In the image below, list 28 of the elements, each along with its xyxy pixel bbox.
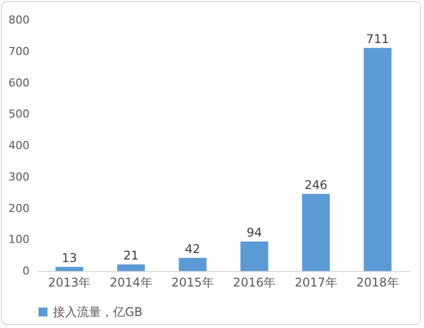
x-tick-label: 2014年 (110, 276, 152, 290)
x-tick-label: 2015年 (171, 276, 214, 290)
x-tick-label: 2018年 (356, 276, 399, 290)
data-label: 94 (246, 226, 262, 240)
bar (302, 194, 330, 271)
y-tick-label: 400 (8, 139, 30, 152)
data-label: 42 (185, 242, 200, 256)
bar (364, 48, 392, 271)
y-tick-label: 0 (22, 264, 30, 278)
y-tick-label: 100 (8, 233, 30, 246)
y-tick-label: 200 (8, 202, 30, 215)
x-tick-label: 2013年 (48, 276, 91, 290)
bar (117, 264, 145, 271)
x-tick-label: 2016年 (233, 276, 276, 290)
data-label: 13 (62, 250, 78, 265)
bar (240, 242, 268, 271)
y-tick-label: 700 (8, 44, 30, 58)
legend-label: 接入流量，亿GB (53, 305, 143, 319)
y-tick-label: 800 (8, 14, 30, 26)
bar (178, 258, 207, 271)
y-tick-label: 600 (8, 76, 30, 90)
bar (55, 266, 84, 271)
y-tick-label: 300 (8, 170, 30, 184)
data-label: 21 (123, 248, 139, 262)
y-tick-label: 500 (8, 108, 30, 121)
data-label: 711 (366, 32, 390, 46)
data-label: 246 (304, 178, 328, 192)
x-tick-label: 2017年 (294, 276, 338, 290)
